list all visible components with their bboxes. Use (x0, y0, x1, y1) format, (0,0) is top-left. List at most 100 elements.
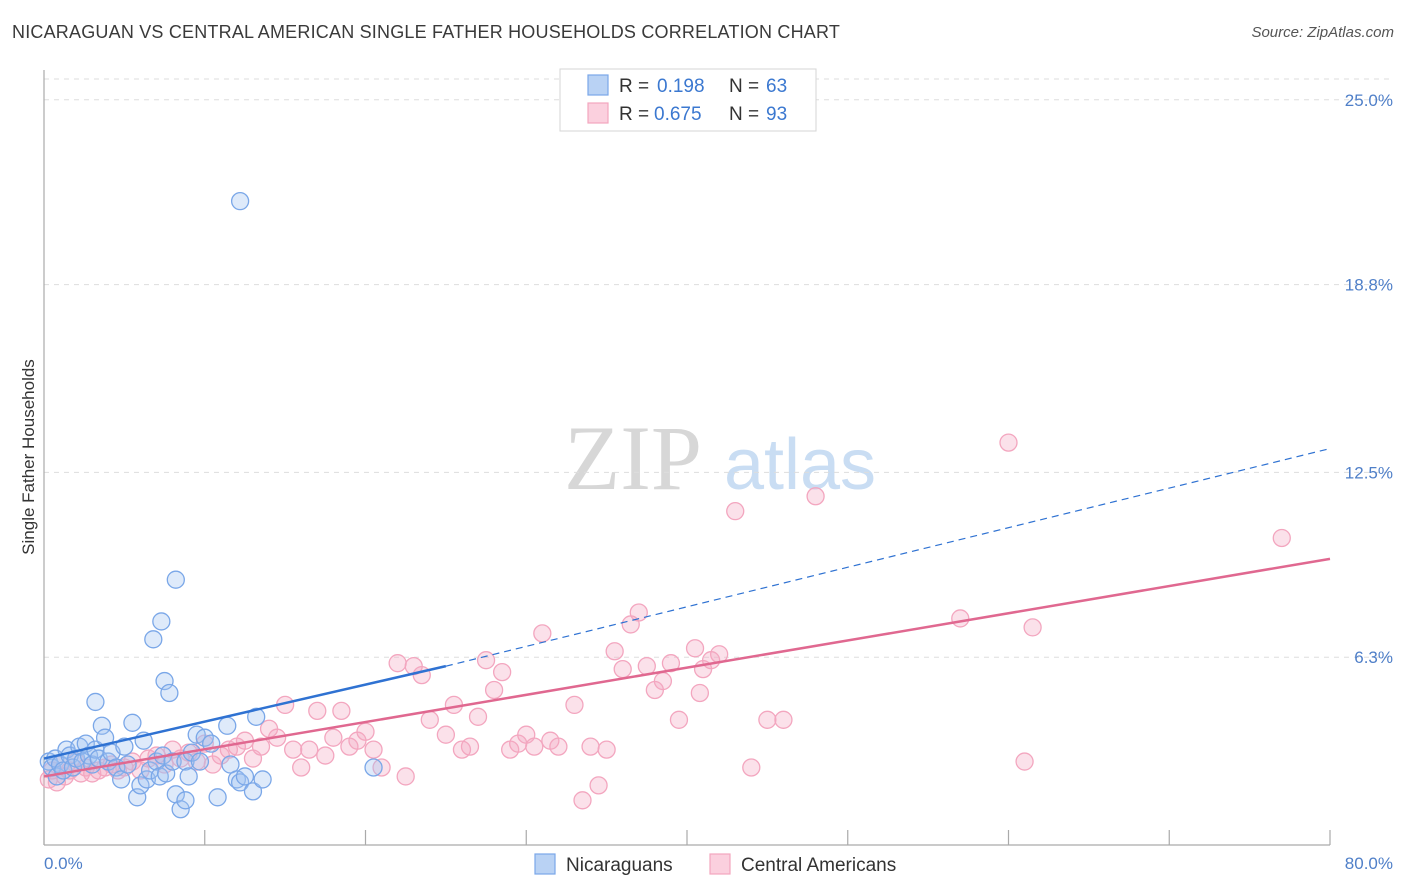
point-nicaraguans (163, 752, 182, 771)
point-central-americans (284, 740, 303, 759)
point-central-americans (573, 791, 592, 810)
chart-title: NICARAGUAN VS CENTRAL AMERICAN SINGLE FA… (12, 22, 841, 42)
point-central-americans (758, 710, 777, 729)
point-nicaraguans (92, 716, 112, 735)
point-nicaraguans (155, 671, 174, 691)
point-central-americans (1272, 528, 1291, 548)
point-central-americans (300, 740, 319, 759)
bottom-legend-swatch-central-americans (709, 853, 731, 875)
point-nicaraguans (235, 767, 255, 786)
point-central-americans (492, 662, 512, 682)
point-nicaraguans (208, 788, 227, 807)
trend-nicaraguans-extension (445, 447, 1331, 667)
y-tick-label: 12.5% (1345, 463, 1393, 482)
point-nicaraguans (364, 758, 383, 777)
stats-legend: R = 0.198 N = 63 R = 0.675 N = 93 (559, 68, 817, 132)
legend-r-label-2: R = (619, 104, 649, 125)
point-nicaraguans (115, 737, 134, 756)
point-central-americans (597, 740, 616, 759)
point-central-americans (685, 639, 705, 658)
watermark-atlas: atlas (724, 425, 876, 505)
point-central-americans (251, 737, 271, 756)
point-central-americans (436, 725, 456, 744)
point-central-americans (653, 671, 673, 691)
source-credit: Source: ZipAtlas.com (1251, 24, 1394, 41)
x-tick-label-max: 80.0% (1345, 854, 1393, 873)
legend-n-label-2: N = (729, 104, 759, 125)
point-nicaraguans (230, 773, 250, 792)
legend-n-value-2: 93 (766, 104, 787, 125)
point-nicaraguans (128, 788, 147, 807)
legend-r-label-1: R = (619, 76, 649, 97)
point-central-americans (774, 710, 793, 729)
x-tick-label-min: 0.0% (44, 854, 83, 873)
point-nicaraguans (171, 800, 190, 819)
point-nicaraguans (247, 707, 266, 726)
point-central-americans (605, 642, 624, 661)
point-central-americans (565, 695, 584, 715)
point-nicaraguans (160, 683, 179, 703)
point-central-americans (742, 758, 761, 777)
point-nicaraguans (218, 716, 237, 735)
data-points (39, 192, 1291, 819)
point-central-americans (332, 701, 351, 721)
point-central-americans (476, 651, 496, 670)
point-central-americans (316, 746, 335, 765)
point-central-americans (629, 603, 648, 622)
point-central-americans (726, 502, 745, 521)
point-central-americans (637, 657, 656, 676)
bottom-legend-central-americans: Central Americans (741, 855, 896, 876)
point-central-americans (1015, 752, 1034, 771)
point-nicaraguans (123, 713, 142, 732)
point-nicaraguans (166, 570, 185, 589)
point-central-americans (364, 740, 383, 759)
point-nicaraguans (152, 612, 171, 631)
point-nicaraguans (176, 791, 195, 810)
y-tick-label: 25.0% (1345, 91, 1393, 110)
x-ticks (43, 830, 1331, 845)
legend-n-value-1: 63 (766, 76, 787, 97)
bottom-legend-swatch-nicaraguans (534, 853, 556, 875)
point-central-americans (581, 737, 600, 756)
point-central-americans (589, 776, 608, 795)
point-nicaraguans (179, 767, 198, 786)
point-nicaraguans (230, 192, 250, 211)
y-tick-labels: 6.3% 12.5% 18.8% 25.0% (1345, 91, 1393, 667)
point-central-americans (999, 433, 1018, 452)
series-legend: Nicaraguans Central Americans (534, 853, 896, 876)
point-central-americans (484, 680, 504, 700)
legend-swatch-central-americans (587, 102, 609, 124)
point-nicaraguans (144, 630, 163, 649)
bottom-legend-nicaraguans: Nicaraguans (566, 855, 673, 876)
legend-r-value-1: 0.198 (657, 76, 705, 97)
point-central-americans (468, 707, 488, 726)
trend-lines (43, 447, 1331, 778)
legend-r-value-2: 0.675 (654, 104, 702, 125)
point-central-americans (806, 487, 825, 506)
point-central-americans (525, 737, 544, 756)
point-central-americans (460, 737, 480, 756)
point-central-americans (356, 722, 375, 741)
point-central-americans (613, 659, 632, 679)
point-central-americans (388, 654, 407, 673)
point-central-americans (420, 710, 439, 729)
point-nicaraguans (243, 782, 263, 801)
y-tick-label: 6.3% (1354, 648, 1393, 667)
point-central-americans (951, 609, 970, 628)
trend-nicaraguans (43, 664, 447, 760)
legend-swatch-nicaraguans (587, 74, 609, 96)
point-nicaraguans (253, 770, 272, 789)
point-central-americans (1023, 618, 1042, 637)
point-central-americans (549, 737, 568, 756)
point-central-americans (396, 767, 415, 786)
point-central-americans (308, 701, 327, 721)
legend-n-label-1: N = (729, 76, 759, 97)
point-central-americans (690, 683, 710, 703)
y-axis-title: Single Father Households (19, 359, 38, 555)
point-central-americans (292, 758, 311, 777)
point-central-americans (533, 624, 552, 643)
point-nicaraguans (190, 752, 210, 771)
trend-central-americans (43, 557, 1331, 778)
point-central-americans (661, 654, 681, 673)
